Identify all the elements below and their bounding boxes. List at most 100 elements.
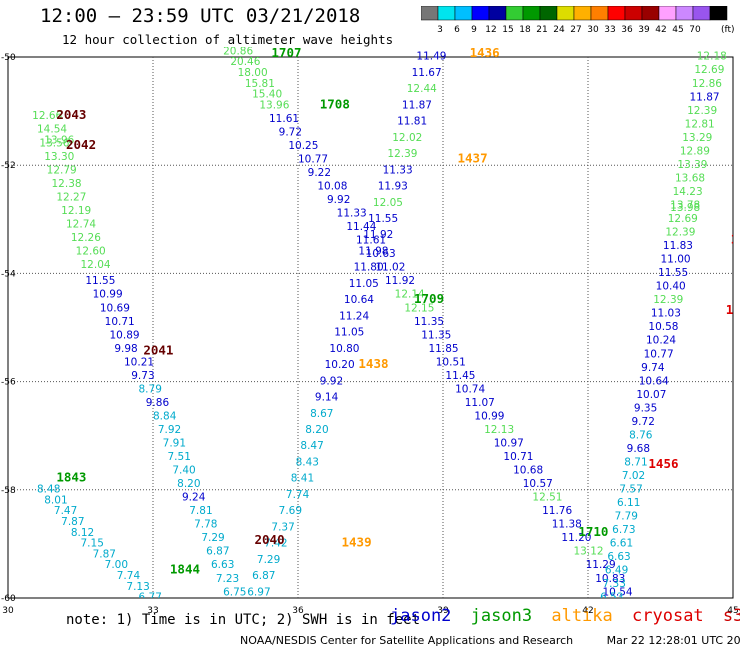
colorbar-tick-label: 30 <box>587 25 599 35</box>
wave-height-label: 10.83 <box>595 573 625 585</box>
wave-height-label: 8.47 <box>300 440 323 452</box>
wave-height-label: 9.72 <box>279 126 302 138</box>
wave-height-label: 6.87 <box>206 546 229 558</box>
page-title: 12:00 – 23:59 UTC 03/21/2018 <box>40 5 361 27</box>
wave-height-label: 10.07 <box>636 389 666 401</box>
y-tick-label: -58 <box>1 486 16 496</box>
wave-height-label: 11.61 <box>269 113 299 125</box>
wave-height-label: 11.35 <box>414 316 444 328</box>
wave-height-label: 7.13 <box>126 581 149 593</box>
colorbar-swatch <box>709 6 728 21</box>
wave-height-label: 6.75 <box>223 586 246 598</box>
wave-height-label: 12.39 <box>687 105 717 117</box>
wave-height-label: 11.57 <box>699 37 729 49</box>
wave-height-label: 11.07 <box>465 397 495 409</box>
wave-height-label: 11.29 <box>586 559 616 571</box>
pass-time-label: 1709 <box>414 291 444 306</box>
wave-height-label: 12.89 <box>680 145 710 157</box>
wave-height-label: 12.14 <box>395 289 425 301</box>
wave-height-label: 11.35 <box>421 329 451 341</box>
y-tick-label: -52 <box>1 161 16 171</box>
colorbar-tick-label: 33 <box>604 25 615 35</box>
wave-height-label: 8.67 <box>310 408 333 420</box>
wave-height-label: 11.55 <box>368 213 398 225</box>
legend-altika: altika <box>551 606 613 626</box>
colorbar-tick-label: 12 <box>485 25 496 35</box>
wave-height-label: 13.39 <box>677 159 707 171</box>
wave-height-label: 12.51 <box>532 492 562 504</box>
wave-height-label: 20.46 <box>230 56 260 68</box>
y-tick-label: -60 <box>1 594 16 604</box>
legend-jason3: jason3 <box>470 606 533 626</box>
colorbar-tick-label: 3 <box>437 25 443 35</box>
credit-org: NOAA/NESDIS Center for Satellite Applica… <box>240 634 574 647</box>
wave-height-label: 6.11 <box>617 497 640 509</box>
wave-height-label: 11.87 <box>690 91 720 103</box>
colorbar-tick-label: 70 <box>689 25 701 35</box>
wave-height-label: 6.63 <box>211 559 234 571</box>
footer-credit: NOAA/NESDIS Center for Satellite Applica… <box>240 634 740 647</box>
wave-height-label: 14.23 <box>673 186 703 198</box>
wave-height-label: 12.26 <box>71 232 101 244</box>
wave-height-label: 11.53 <box>426 18 456 30</box>
x-tick-label: 45 <box>727 606 738 616</box>
wave-height-label: 11.98 <box>358 245 388 257</box>
wave-height-label: 11.24 <box>339 310 369 322</box>
colorbar-tick-label: 21 <box>536 25 547 35</box>
wave-height-label: 7.91 <box>163 438 186 450</box>
wave-height-label: 11.92 <box>385 275 415 287</box>
wave-height-label: 8.01 <box>44 494 67 506</box>
wave-height-label: 10.08 <box>317 181 347 193</box>
wave-height-label: 10.99 <box>93 289 123 301</box>
wave-height-label: 18.00 <box>238 67 268 79</box>
wave-height-label: 12.13 <box>484 424 514 436</box>
wave-height-label: 11.05 <box>349 278 379 290</box>
wave-height-label: 6.49 <box>605 565 628 577</box>
wave-height-label: 6.73 <box>612 524 635 536</box>
wave-height-label: 13.96 <box>44 135 74 147</box>
wave-height-label: 11.67 <box>412 67 442 79</box>
wave-height-label: 8.76 <box>629 429 653 441</box>
wave-height-label: 10.71 <box>105 316 135 328</box>
wave-height-label: 9.24 <box>182 492 206 504</box>
wave-height-label: 11.81 <box>397 116 427 128</box>
wave-height-label: 12.74 <box>66 218 96 230</box>
wave-height-label: 7.87 <box>93 548 116 560</box>
y-tick-label: -54 <box>1 269 16 279</box>
wave-height-label: 7.33 <box>603 578 626 590</box>
pass-time-label: 1710 <box>578 524 608 539</box>
wave-height-label: 8.43 <box>296 456 319 468</box>
wave-height-label: 12.44 <box>407 83 437 95</box>
pass-time-label: 2043 <box>56 107 86 122</box>
pass-time-label: 2041 <box>143 343 173 358</box>
wave-height-label: 8.20 <box>177 478 200 490</box>
wave-height-label: 11.92 <box>363 229 393 241</box>
wave-height-label: 8.12 <box>71 527 94 539</box>
wave-height-label: 12.02 <box>392 132 422 144</box>
wave-height-label: 12.66 <box>32 110 62 122</box>
wave-height-label: 12.39 <box>665 227 695 239</box>
pass-time-label: 145 <box>726 302 740 317</box>
wave-height-label: 9.22 <box>308 167 331 179</box>
pass-time-label: 1456 <box>648 456 678 471</box>
x-tick-label: 36 <box>292 606 304 616</box>
wave-height-label: 8.20 <box>305 424 328 436</box>
wave-height-label: 7.87 <box>61 516 84 528</box>
wave-height-label: 12.81 <box>685 118 715 130</box>
wave-height-label: 7.92 <box>158 424 181 436</box>
wave-height-label: 11.02 <box>375 262 405 274</box>
wave-height-label: 10.20 <box>325 359 355 371</box>
wave-height-label: 12.38 <box>52 178 82 190</box>
wave-height-label: 12.05 <box>373 197 403 209</box>
colorbar-tick-label: 27 <box>570 25 581 35</box>
pass-time-label: 2040 <box>255 532 285 547</box>
wave-height-label: 13.12 <box>574 546 604 558</box>
wave-height-label: 13.30 <box>44 151 74 163</box>
wave-height-label: 10.40 <box>656 281 686 293</box>
wave-height-label: 9.72 <box>632 416 655 428</box>
wave-height-label: 7.74 <box>286 489 310 501</box>
pass-time-label: 14 <box>731 232 740 247</box>
legend-cryosat: cryosat <box>632 606 704 626</box>
color-scale-bar: 3 6 9 12 15 18 21 24 27 30 33 36 39 42 45 70 (ft) <box>421 6 735 35</box>
pass-time-label: 1439 <box>342 535 372 550</box>
